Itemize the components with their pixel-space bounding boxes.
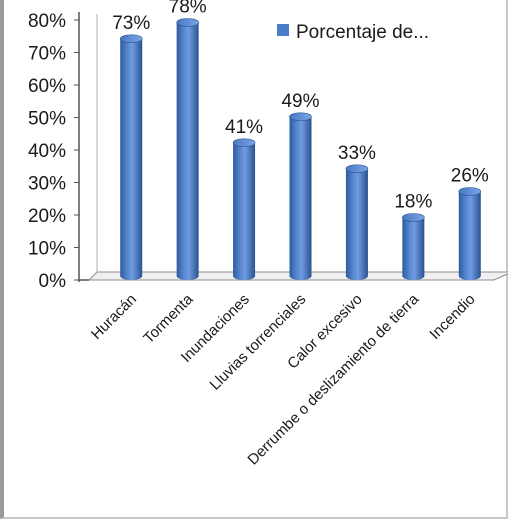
- bar: [402, 213, 425, 280]
- bar-body: [345, 168, 368, 280]
- bar-top: [289, 112, 312, 122]
- y-tick-label: 80%: [28, 11, 66, 32]
- legend-label: Porcentaje de...: [296, 22, 429, 43]
- bar-top: [402, 213, 425, 222]
- data-label: 18%: [394, 192, 432, 213]
- y-tick-label: 50%: [28, 109, 66, 130]
- data-label: 73%: [112, 13, 150, 34]
- bar: [289, 112, 312, 280]
- y-tick-label: 20%: [28, 206, 66, 227]
- data-label: 33%: [338, 143, 376, 164]
- bar-body: [402, 217, 425, 280]
- bar-body: [458, 191, 481, 280]
- bar-body: [176, 22, 199, 280]
- bar-body: [120, 38, 143, 280]
- y-tick-label: 0%: [39, 271, 67, 292]
- data-label: 49%: [281, 91, 319, 112]
- x-category-label: Tormenta: [140, 290, 197, 347]
- bar-body: [289, 116, 312, 280]
- bar-top: [458, 187, 482, 196]
- bar-body: [233, 142, 256, 280]
- data-label: 26%: [451, 166, 489, 187]
- bar: [119, 34, 143, 280]
- bar: [458, 187, 482, 280]
- data-label: 41%: [225, 117, 263, 138]
- bar-top: [345, 164, 369, 174]
- bar-top: [176, 18, 199, 27]
- y-tick-label: 70%: [28, 44, 66, 65]
- y-tick-label: 60%: [28, 76, 66, 97]
- bar-top: [119, 34, 143, 44]
- bar: [176, 18, 199, 280]
- y-tick-label: 40%: [28, 141, 66, 162]
- data-label: 78%: [169, 0, 207, 18]
- bar-top: [232, 138, 256, 148]
- x-category-label: Huracán: [88, 291, 140, 343]
- x-category-label: Incendio: [426, 291, 478, 343]
- y-tick-label: 10%: [28, 239, 66, 260]
- y-tick-label: 30%: [28, 174, 66, 195]
- legend-swatch: [277, 24, 289, 36]
- bar: [345, 164, 369, 280]
- bar-chart: 0% 10% 20% 30% 40% 50% 60% 70% 80% 73% Huracán 78%…: [28, 0, 508, 468]
- bar: [232, 138, 256, 280]
- x-category-label: Lluvias torrenciales: [207, 291, 310, 394]
